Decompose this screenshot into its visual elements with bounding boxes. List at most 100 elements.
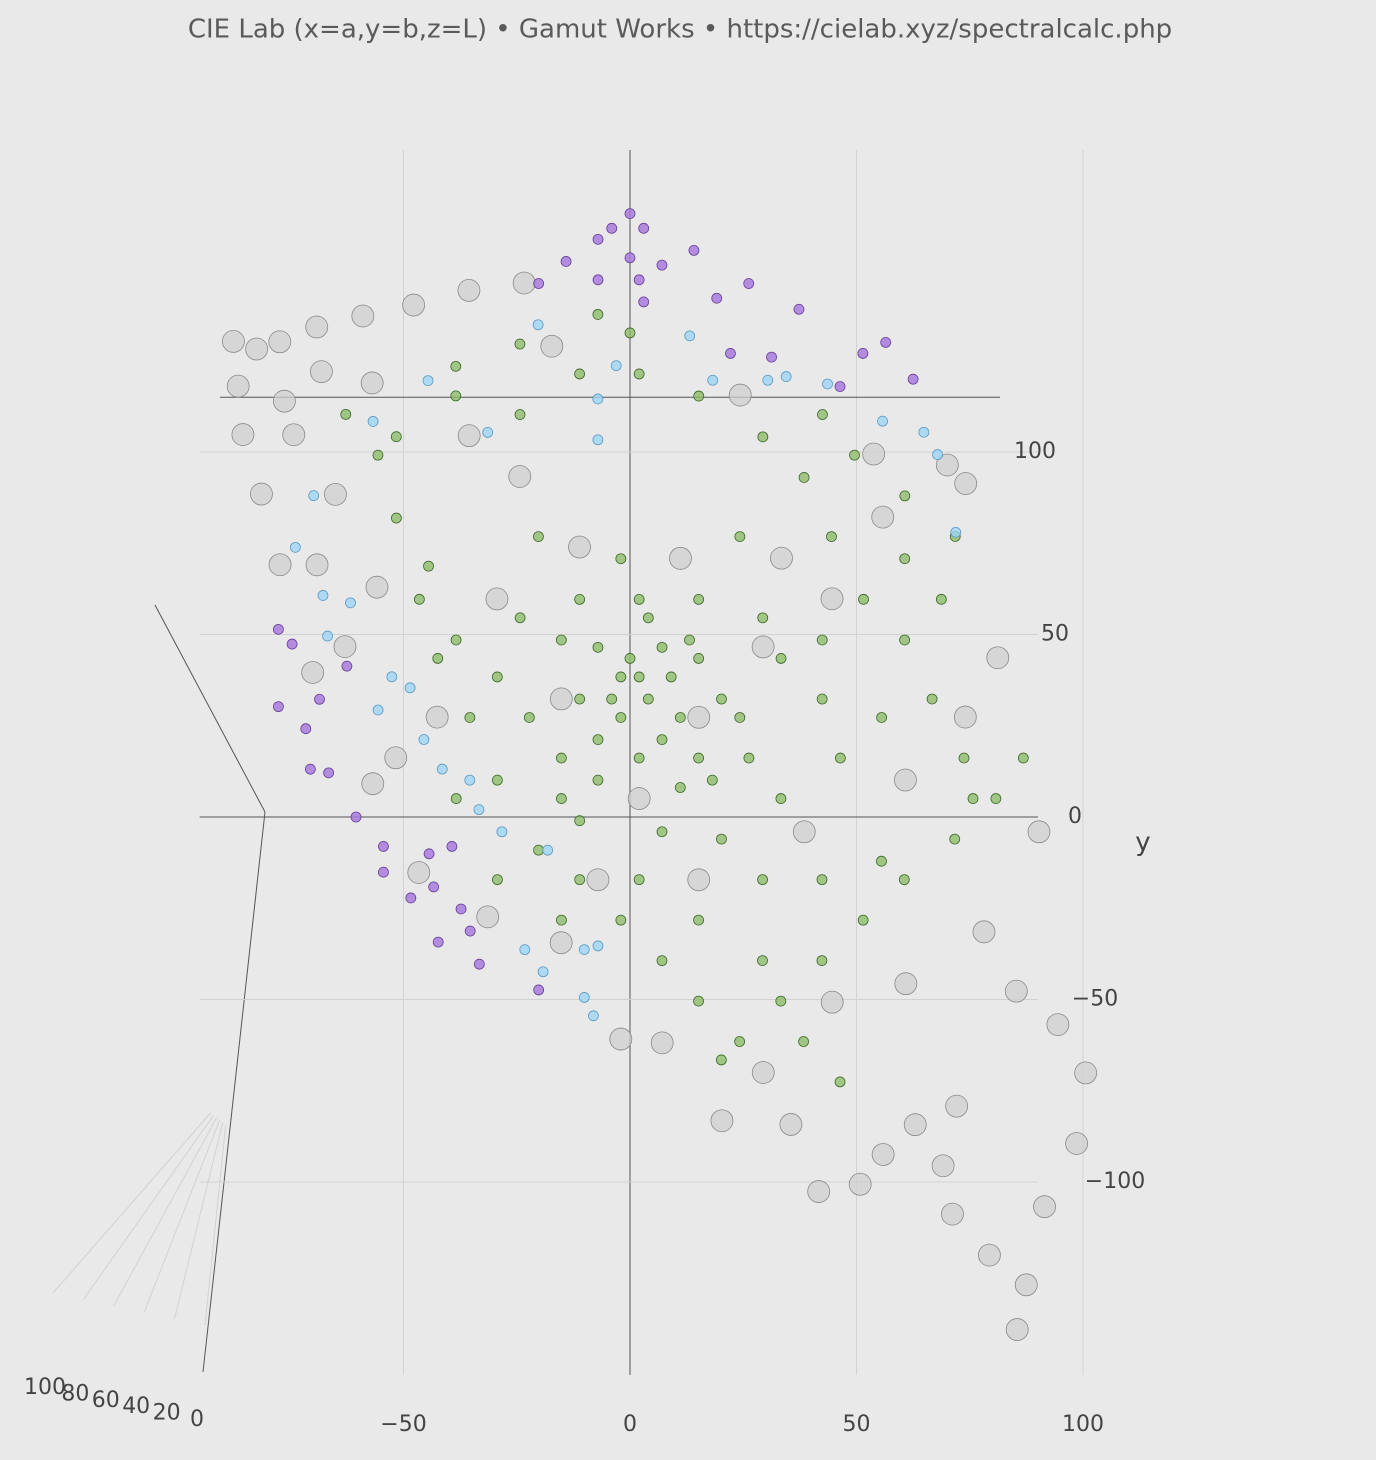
data-point — [390, 431, 402, 443]
data-point — [684, 330, 696, 342]
data-point — [688, 245, 700, 256]
data-point — [464, 774, 476, 786]
data-point — [665, 671, 677, 683]
data-point — [549, 687, 573, 711]
data-point — [351, 304, 375, 328]
grid-line — [113, 1117, 218, 1307]
y-axis-label: y — [1135, 828, 1150, 858]
data-point — [715, 1054, 727, 1066]
data-point — [514, 338, 526, 350]
data-point — [272, 701, 284, 713]
data-point — [972, 920, 996, 944]
data-point — [876, 712, 888, 723]
data-point — [491, 774, 503, 786]
data-point — [834, 1076, 846, 1088]
data-point — [372, 449, 384, 461]
data-point — [687, 868, 711, 892]
data-point — [624, 327, 636, 339]
data-point — [286, 638, 298, 650]
y-tick-label: −50 — [1072, 987, 1118, 1012]
data-point — [638, 296, 650, 308]
data-point — [858, 593, 869, 605]
data-point — [592, 734, 604, 746]
data-point — [1004, 979, 1028, 1003]
data-point — [779, 1113, 803, 1136]
data-point — [407, 861, 431, 884]
data-point — [757, 431, 769, 443]
data-point — [693, 390, 705, 402]
data-point — [482, 426, 494, 438]
data-point — [367, 416, 379, 427]
data-point — [496, 826, 508, 838]
data-point — [674, 782, 686, 793]
data-point — [609, 1027, 633, 1051]
data-point — [418, 734, 430, 745]
data-point — [627, 787, 651, 810]
data-point — [436, 763, 448, 775]
data-point — [485, 587, 509, 611]
data-point — [716, 833, 727, 845]
data-point — [606, 693, 618, 705]
data-point — [450, 360, 462, 372]
data-point — [324, 482, 347, 506]
data-point — [893, 768, 917, 792]
data-point — [650, 1031, 674, 1055]
data-point — [743, 278, 755, 289]
data-point — [766, 351, 777, 363]
data-point — [820, 587, 844, 611]
data-point — [532, 319, 544, 331]
data-point — [446, 841, 458, 852]
data-point — [450, 634, 462, 646]
data-point — [871, 505, 895, 529]
data-point — [450, 390, 462, 402]
data-point — [365, 575, 389, 599]
data-point — [816, 634, 828, 646]
data-point — [734, 1036, 746, 1047]
data-point — [578, 992, 590, 1003]
data-point — [588, 1010, 599, 1022]
data-point — [317, 590, 329, 601]
data-point — [560, 256, 572, 267]
data-point — [340, 408, 352, 420]
data-point — [834, 381, 846, 392]
data-point — [751, 635, 775, 659]
data-point — [378, 866, 389, 878]
data-point — [323, 767, 335, 779]
data-point — [574, 594, 586, 605]
data-point — [822, 378, 833, 390]
data-point — [574, 815, 586, 827]
data-point — [978, 1243, 1001, 1267]
data-point — [780, 371, 792, 382]
data-point — [1074, 1061, 1098, 1085]
data-point — [606, 222, 618, 234]
data-point — [586, 868, 610, 892]
data-point — [322, 630, 333, 642]
data-point — [514, 612, 526, 624]
data-point — [568, 535, 591, 559]
data-point — [512, 271, 536, 295]
data-point — [308, 490, 320, 502]
data-point — [706, 774, 718, 786]
data-point — [817, 409, 828, 420]
data-point — [432, 653, 444, 664]
data-point — [1065, 1132, 1089, 1155]
data-point — [523, 712, 535, 723]
data-point — [404, 682, 416, 694]
data-point — [757, 955, 768, 967]
data-point — [990, 793, 1002, 804]
data-point — [707, 374, 719, 386]
data-point — [816, 874, 828, 886]
data-point — [669, 546, 692, 570]
data-point — [533, 531, 544, 543]
data-point — [226, 374, 250, 398]
data-point — [341, 660, 353, 672]
data-point — [533, 984, 545, 996]
data-point — [898, 874, 910, 886]
box-edge — [154, 604, 266, 813]
x-tick-label: −50 — [380, 1412, 426, 1437]
data-point — [762, 374, 774, 386]
data-point — [674, 712, 686, 723]
z-tick-label: 80 — [61, 1381, 89, 1406]
data-point — [950, 526, 962, 538]
data-point — [592, 274, 604, 286]
